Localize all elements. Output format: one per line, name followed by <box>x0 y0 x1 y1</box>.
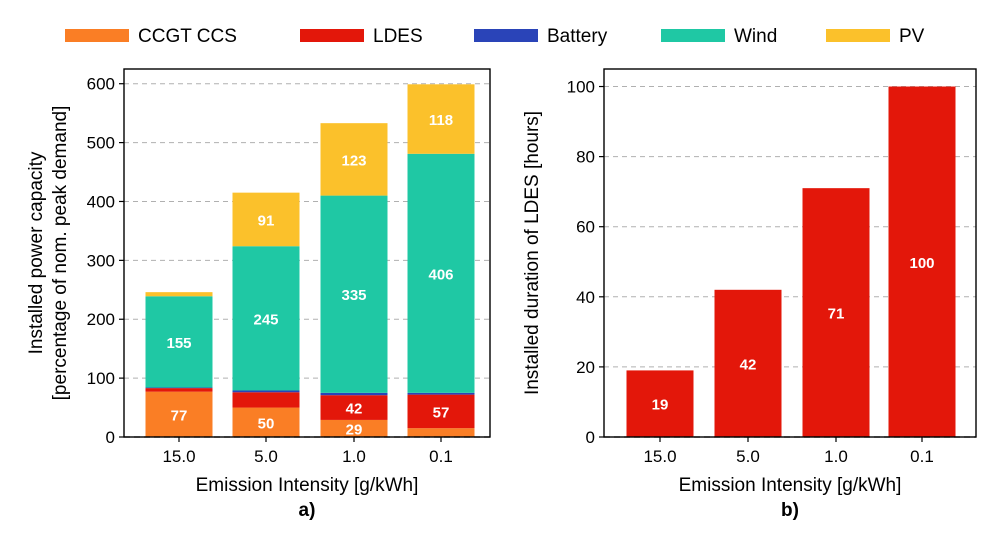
panel-a-ytick-label: 400 <box>87 192 115 211</box>
bar-segment-ccgt-ccs <box>145 391 213 437</box>
bar-segment-ldes <box>407 394 475 429</box>
bar-segment-battery <box>407 392 475 395</box>
panel-a-ytick-label: 200 <box>87 310 115 329</box>
bar-segment-wind <box>145 296 213 388</box>
bar-value-label: 118 <box>429 112 453 129</box>
panel-a-ytick-label: 0 <box>106 428 115 447</box>
bar-value-label: 123 <box>341 152 366 169</box>
panel-b-ldes-duration: 0 20 40 60 80 100 19 42 71 100 15.0 5.0 1.0 0.1 Emissi… <box>522 68 977 521</box>
bar-value-label: 245 <box>253 311 278 328</box>
bar-segment-pv <box>320 123 388 196</box>
bar-segment-battery <box>320 392 388 396</box>
panel-a-y-axis-title: Installed power capacity [percentage of n… <box>26 106 71 401</box>
panel-b-ytick-label: 0 <box>586 428 595 447</box>
panel-b-ytick-label: 80 <box>576 148 595 167</box>
bar-segment-battery <box>145 387 213 389</box>
legend-swatch-ldes <box>300 29 364 42</box>
legend-label-pv: PV <box>899 26 925 47</box>
bar-value-label: 100 <box>909 255 934 272</box>
bar-segment-pv <box>407 84 475 154</box>
legend-swatch-battery <box>474 29 538 42</box>
bar-ldes-duration <box>714 289 782 437</box>
panel-b-axes-frame <box>603 68 977 438</box>
bar-value-label: 335 <box>341 287 366 304</box>
panel-a-ytick-label: 500 <box>87 134 115 153</box>
legend-label-ldes: LDES <box>373 26 423 47</box>
panel-b-xtick-label: 15.0 <box>643 447 676 466</box>
panel-b-x-axis-title: Emission Intensity [g/kWh] <box>679 475 902 496</box>
legend-swatch-pv <box>826 29 890 42</box>
bar-segment-ldes <box>232 392 300 408</box>
legend-label-wind: Wind <box>734 26 777 47</box>
bar-ldes-duration <box>888 86 956 438</box>
bar-value-label: 57 <box>433 404 450 421</box>
panel-b-y-axis-title: Installed duration of LDES [hours] <box>522 111 543 395</box>
bar-segment-wind <box>407 153 475 393</box>
panel-a-x-axis-title: Emission Intensity [g/kWh] <box>196 475 419 496</box>
bar-value-label: 50 <box>258 415 275 432</box>
bar-value-label: 42 <box>346 401 363 418</box>
legend-label-battery: Battery <box>547 26 608 47</box>
bar-value-label: 71 <box>828 306 845 323</box>
panel-a-y-axis-title-line: [percentage of nom. peak demand] <box>50 106 71 401</box>
panel-b-ytick-label: 40 <box>576 288 595 307</box>
bar-value-label: 91 <box>258 212 275 229</box>
bar-value-label: 19 <box>652 397 669 414</box>
panel-b-ytick-label: 60 <box>576 218 595 237</box>
panel-a-power-capacity: 0 100 200 300 400 500 600 77 155 50 245 91 29 42 335 12… <box>26 68 491 521</box>
panel-a-y-axis-title-line: Installed power capacity <box>26 151 47 354</box>
panel-a-xtick-label: 5.0 <box>254 447 278 466</box>
bar-segment-ccgt-ccs <box>407 428 475 437</box>
panel-b-xtick-label: 5.0 <box>736 447 760 466</box>
bar-value-label: 77 <box>171 407 188 424</box>
panel-a-axes-frame <box>123 68 491 438</box>
bar-segment-ldes <box>320 395 388 420</box>
legend: CCGT CCS LDES Battery Wind PV <box>65 26 925 47</box>
bar-segment-ccgt-ccs <box>320 419 388 437</box>
bar-value-label: 155 <box>166 335 191 352</box>
bar-value-label: 42 <box>740 356 757 373</box>
bar-ldes-duration <box>626 370 694 437</box>
panel-a-label: a) <box>299 500 316 521</box>
bar-ldes-duration <box>802 188 870 437</box>
bar-segment-wind <box>320 195 388 393</box>
panel-b-xtick-label: 0.1 <box>910 447 934 466</box>
bar-segment-wind <box>232 246 300 391</box>
panel-a-xtick-label: 15.0 <box>162 447 195 466</box>
bar-segment-ccgt-ccs <box>232 407 300 437</box>
panel-b-label: b) <box>781 500 799 521</box>
panel-a-ytick-label: 300 <box>87 251 115 270</box>
panel-b-xtick-label: 1.0 <box>824 447 848 466</box>
panel-a-xtick-label: 1.0 <box>342 447 366 466</box>
panel-b-ytick-label: 20 <box>576 358 595 377</box>
panel-a-ytick-label: 100 <box>87 369 115 388</box>
bar-segment-ldes <box>145 388 213 392</box>
bar-segment-pv <box>145 292 213 297</box>
legend-swatch-ccgt-ccs <box>65 29 129 42</box>
panel-a-ytick-label: 600 <box>87 75 115 94</box>
bar-segment-battery <box>232 390 300 393</box>
legend-label-ccgt-ccs: CCGT CCS <box>138 26 237 47</box>
panel-a-xtick-label: 0.1 <box>429 447 453 466</box>
bar-value-label: 29 <box>346 421 363 438</box>
bar-value-label: 406 <box>428 266 453 283</box>
legend-swatch-wind <box>661 29 725 42</box>
panel-b-ytick-label: 100 <box>567 78 595 97</box>
bar-segment-pv <box>232 192 300 247</box>
